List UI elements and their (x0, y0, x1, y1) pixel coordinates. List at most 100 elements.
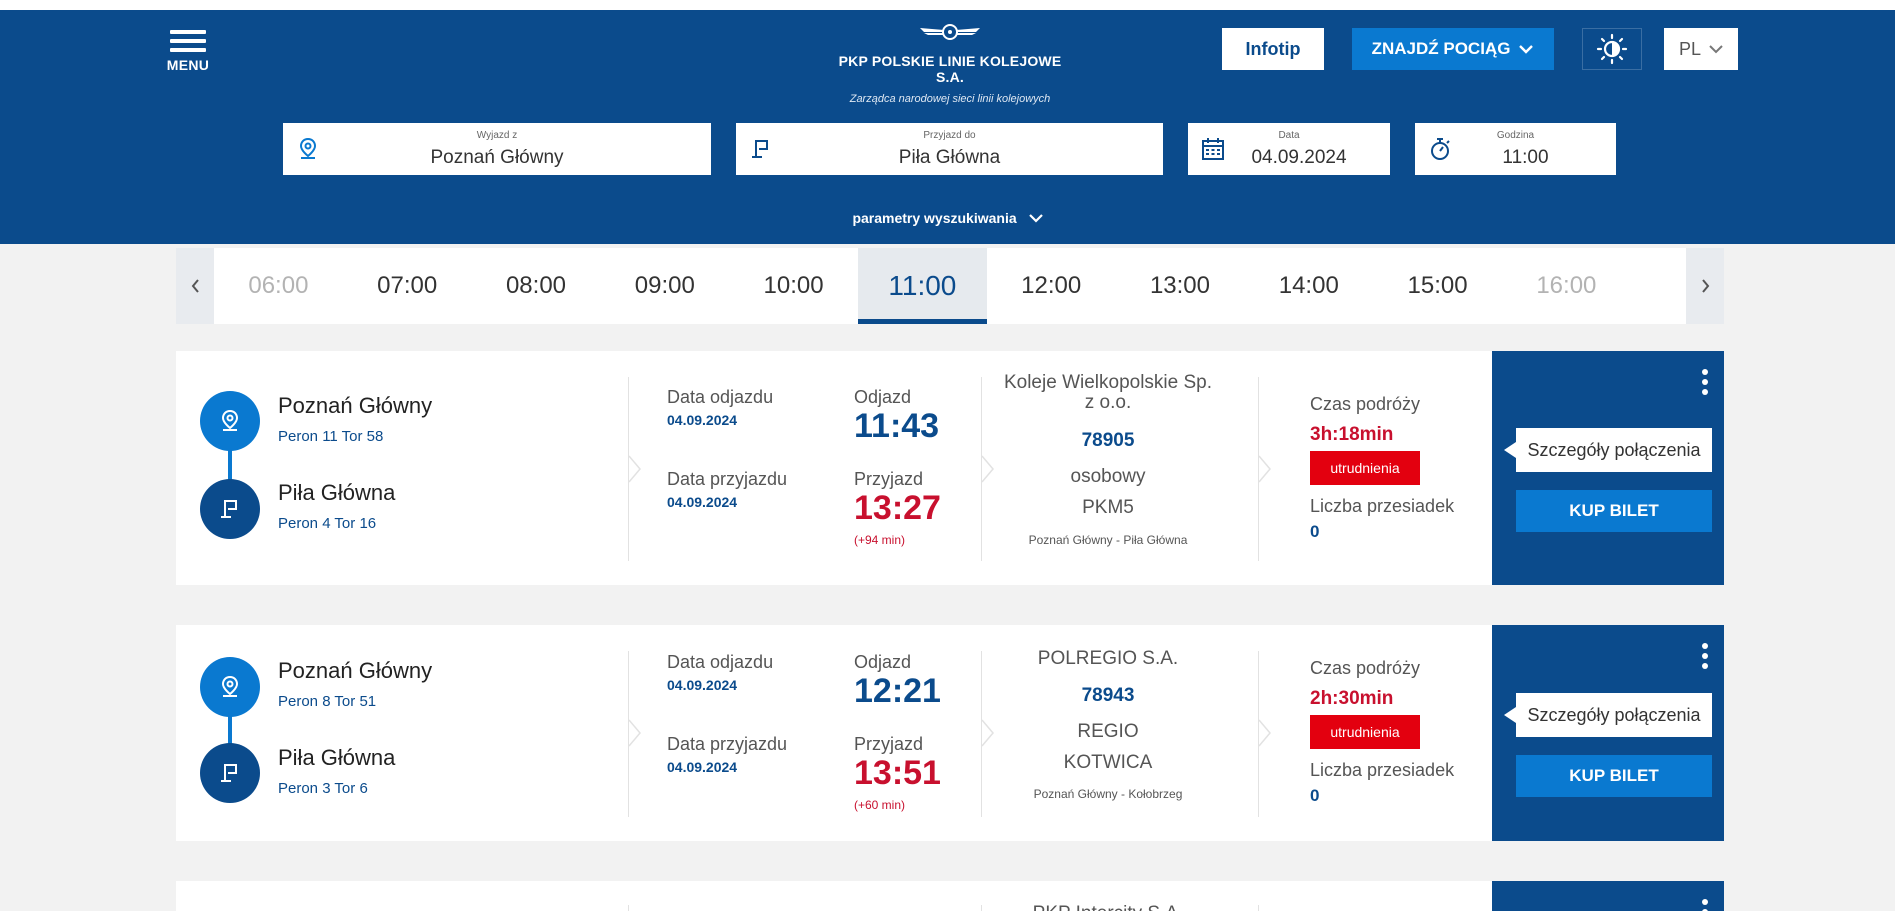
travel-time-label: Czas podróży (1310, 394, 1421, 414)
origin-station-name: Poznań Główny (278, 658, 433, 683)
origin-platform: Peron 11 Tor 58 (278, 428, 384, 445)
arr-time: 13:27 (854, 489, 941, 527)
destination-platform: Peron 3 Tor 6 (278, 780, 368, 797)
hour-option[interactable]: 08:00 (505, 272, 567, 299)
time-field[interactable]: Godzina 11:00 (1415, 123, 1616, 175)
more-options-icon[interactable] (1702, 369, 1710, 399)
arr-time: 13:51 (854, 754, 941, 792)
arr-delay: (+94 min) (854, 533, 906, 547)
chevron-right-icon (1258, 455, 1271, 483)
connection-card: PKP Intercity S.A. (176, 881, 1724, 911)
column-divider (1258, 905, 1259, 911)
infotip-button[interactable]: Infotip (1222, 28, 1324, 70)
column-divider (628, 651, 641, 817)
hour-option[interactable]: 16:00 (1536, 272, 1597, 299)
arr-delay: (+60 min) (854, 798, 906, 812)
time-label: Godzina (1496, 130, 1535, 141)
dep-label: Odjazd (854, 387, 912, 407)
brand-logo[interactable]: PKP POLSKIE LINIE KOLEJOWE S.A. Zarządca… (830, 22, 1070, 105)
column-divider (1258, 651, 1271, 817)
chevron-right-icon (981, 455, 994, 483)
destination-station-name: Piła Główna (278, 480, 396, 505)
date-label: Data (1278, 130, 1300, 141)
disruption-badge[interactable]: utrudnienia (1310, 451, 1420, 485)
connection-details-button[interactable]: Szczegóły połączenia (1504, 693, 1712, 737)
connection-stations: Poznań Główny Peron 8 Tor 51 Piła Główna… (176, 625, 628, 841)
from-value: Poznań Główny (430, 147, 564, 168)
hour-option-active[interactable]: 11:00 (857, 248, 987, 324)
search-params-toggle[interactable]: parametry wyszukiwania (0, 209, 1895, 226)
to-station-field[interactable]: Przyjazd do Piła Główna (736, 123, 1163, 175)
column-divider (981, 651, 994, 817)
train-line: KOTWICA (1063, 752, 1153, 773)
carrier-name: Koleje Wielkopolskie Sp. z o.o. (1003, 372, 1213, 413)
dep-time: 12:21 (854, 672, 941, 710)
column-divider (1258, 377, 1271, 561)
location-pin-icon (299, 137, 317, 159)
hour-option[interactable]: 10:00 (763, 272, 824, 299)
destination-flag-icon (200, 743, 260, 803)
find-train-button[interactable]: ZNAJDŹ POCIĄG (1352, 28, 1554, 70)
arr-date-label: Data przyjazdu (667, 734, 788, 754)
connection-details-button[interactable]: Szczegóły połączenia (1504, 428, 1712, 472)
from-label: Wyjazd z (476, 130, 518, 141)
disruption-badge[interactable]: utrudnienia (1310, 715, 1420, 749)
hour-option[interactable]: 13:00 (1149, 272, 1210, 299)
more-options-icon[interactable] (1702, 643, 1710, 673)
travel-time-value: 3h:18min (1310, 424, 1394, 445)
connection-stations: Poznań Główny Peron 11 Tor 58 Piła Główn… (176, 351, 628, 585)
changes-value: 0 (1310, 522, 1320, 541)
chevron-right-icon (628, 455, 641, 483)
hour-selector: 06:00 07:00 08:00 09:00 10:00 11:00 12:0… (176, 248, 1724, 324)
train-line: PKM5 (1082, 497, 1134, 518)
hour-option[interactable]: 14:00 (1278, 272, 1339, 299)
menu-button[interactable]: MENU (166, 30, 210, 90)
buy-ticket-button[interactable]: KUP BILET (1516, 755, 1712, 797)
find-train-label: ZNAJDŹ POCIĄG (1371, 39, 1511, 58)
to-value: Piła Główna (898, 147, 1001, 168)
from-station-field[interactable]: Wyjazd z Poznań Główny (283, 123, 711, 175)
chevron-right-icon (628, 719, 641, 747)
dep-date-label: Data odjazdu (667, 652, 774, 672)
connection-card: Poznań Główny Peron 8 Tor 51 Piła Główna… (176, 625, 1724, 841)
hour-option[interactable]: 09:00 (634, 272, 695, 299)
brand-name: PKP POLSKIE LINIE KOLEJOWE S.A. (838, 53, 1062, 85)
chevron-down-icon (1519, 45, 1534, 54)
arr-date-label: Data przyjazdu (667, 469, 788, 489)
hour-option[interactable]: 06:00 (248, 272, 309, 299)
origin-station-name: Poznań Główny (278, 393, 433, 418)
route-line (228, 687, 232, 767)
hours-next-button[interactable] (1686, 248, 1724, 324)
chevron-right-icon (981, 719, 994, 747)
hours-list: 06:00 07:00 08:00 09:00 10:00 11:00 12:0… (214, 248, 1686, 324)
buy-ticket-button[interactable]: KUP BILET (1516, 490, 1712, 532)
hour-option[interactable]: 15:00 (1407, 272, 1468, 299)
column-divider (981, 905, 982, 911)
language-select[interactable]: PL (1664, 28, 1738, 70)
origin-platform: Peron 8 Tor 51 (278, 693, 377, 710)
more-options-icon[interactable] (1702, 899, 1710, 911)
destination-flag-icon (200, 479, 260, 539)
chevron-left-icon (191, 279, 199, 293)
theme-toggle-button[interactable] (1582, 28, 1642, 70)
top-strip (0, 0, 1895, 10)
hour-option[interactable]: 07:00 (377, 272, 438, 299)
connection-actions: Szczegóły połączenia KUP BILET (1492, 625, 1724, 841)
date-value: 04.09.2024 (1251, 147, 1347, 168)
arr-date-value: 04.09.2024 (667, 759, 738, 775)
column-divider (628, 905, 629, 911)
travel-time-value: 2h:30min (1310, 688, 1394, 709)
changes-label: Liczba przesiadek (1310, 760, 1455, 780)
site-header: MENU PKP POLSKIE LINIE KOLEJOWE S.A. Zar… (0, 10, 1895, 244)
dep-date-value: 04.09.2024 (667, 412, 738, 428)
date-field[interactable]: Data 04.09.2024 (1188, 123, 1390, 175)
hours-prev-button[interactable] (176, 248, 214, 324)
train-category: osobowy (1070, 466, 1146, 487)
search-params-label: parametry wyszukiwania (852, 210, 1017, 227)
arr-label: Przyjazd (854, 469, 924, 489)
travel-time-label: Czas podróży (1310, 658, 1421, 678)
hour-option[interactable]: 12:00 (1021, 272, 1082, 299)
train-number: 78943 (1081, 685, 1135, 706)
origin-pin-icon (200, 657, 260, 717)
brand-tagline: Zarządca narodowej sieci linii kolejowyc… (849, 93, 1051, 105)
